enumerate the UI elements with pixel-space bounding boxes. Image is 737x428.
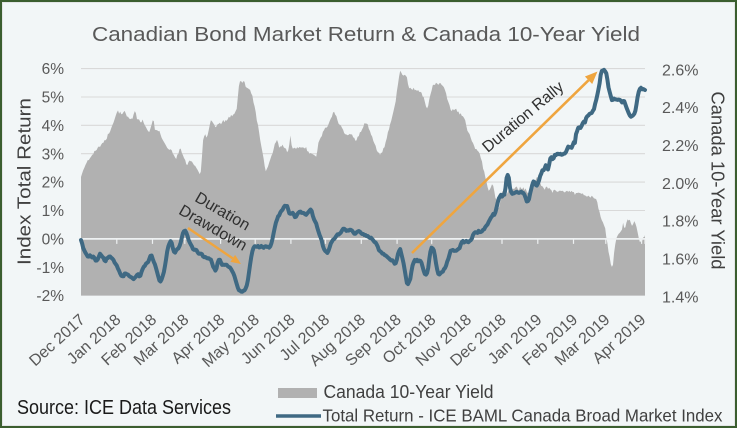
svg-text:1.4%: 1.4% xyxy=(662,289,698,306)
svg-text:Source: ICE Data Services: Source: ICE Data Services xyxy=(17,397,231,419)
svg-text:1.8%: 1.8% xyxy=(662,214,698,231)
svg-text:2.6%: 2.6% xyxy=(662,62,698,79)
svg-text:6%: 6% xyxy=(42,61,65,78)
svg-text:Index Total Return: Index Total Return xyxy=(15,98,35,265)
svg-text:2.4%: 2.4% xyxy=(662,100,698,117)
svg-text:4%: 4% xyxy=(42,118,65,135)
svg-text:0%: 0% xyxy=(42,232,65,249)
svg-text:2.2%: 2.2% xyxy=(662,138,698,155)
svg-text:Canada 10-Year Yield: Canada 10-Year Yield xyxy=(324,382,494,402)
svg-text:2.0%: 2.0% xyxy=(662,176,698,193)
svg-text:1%: 1% xyxy=(42,203,65,220)
svg-text:Total Return - ICE BAML Canada: Total Return - ICE BAML Canada Broad Mar… xyxy=(323,406,723,426)
svg-text:Canada 10-Year Yield: Canada 10-Year Yield xyxy=(708,92,728,270)
svg-text:-2%: -2% xyxy=(36,288,64,305)
svg-text:1.6%: 1.6% xyxy=(662,252,698,269)
svg-text:Canadian Bond Market Return &: Canadian Bond Market Return & Canada 10-… xyxy=(92,23,640,46)
svg-text:-1%: -1% xyxy=(36,260,64,277)
svg-text:2%: 2% xyxy=(42,175,65,192)
svg-text:5%: 5% xyxy=(42,90,65,107)
svg-text:3%: 3% xyxy=(42,146,65,163)
